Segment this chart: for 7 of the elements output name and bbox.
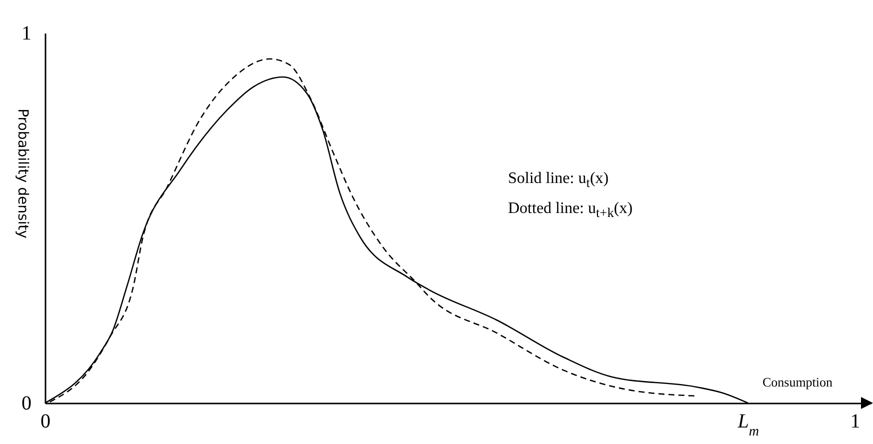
x-tick-label: 0 (40, 410, 50, 432)
y-axis-title: Probability density (14, 108, 30, 238)
annotation: Solid line: u$_{t}$(x) (508, 170, 609, 192)
annotation: Dotted line: u$_{t+k}$(x) (508, 200, 633, 222)
x-tick-label: L$_{m}$ (736, 410, 760, 439)
x-axis-title: Consumption (762, 374, 834, 390)
x-tick-label: 1 (850, 410, 860, 432)
